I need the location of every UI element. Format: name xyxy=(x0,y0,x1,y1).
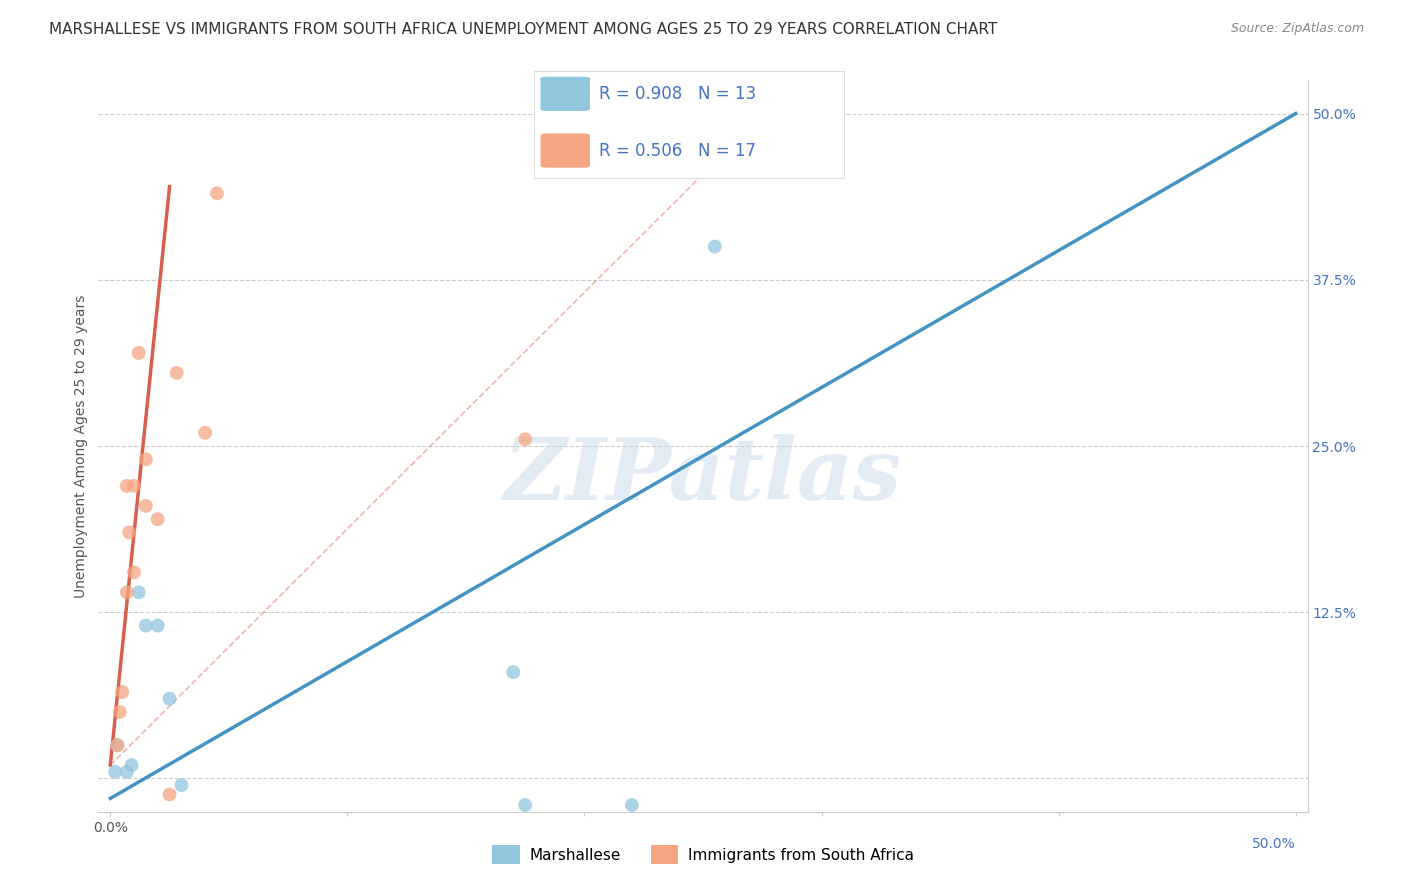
Point xyxy=(115,764,138,779)
Point xyxy=(703,239,725,253)
Text: MARSHALLESE VS IMMIGRANTS FROM SOUTH AFRICA UNEMPLOYMENT AMONG AGES 25 TO 29 YEA: MARSHALLESE VS IMMIGRANTS FROM SOUTH AFR… xyxy=(49,22,997,37)
Text: 50.0%: 50.0% xyxy=(1251,837,1296,851)
Text: R = 0.908   N = 13: R = 0.908 N = 13 xyxy=(599,85,756,103)
Point xyxy=(515,798,537,813)
Point xyxy=(122,566,145,580)
Legend: Marshallese, Immigrants from South Africa: Marshallese, Immigrants from South Afric… xyxy=(486,839,920,870)
Point xyxy=(502,665,524,679)
Point xyxy=(108,705,131,719)
Point xyxy=(121,758,143,772)
Text: ZIPatlas: ZIPatlas xyxy=(503,434,903,517)
Point xyxy=(515,433,537,447)
Point xyxy=(111,685,134,699)
Point xyxy=(170,778,193,792)
Point xyxy=(159,691,181,706)
Point xyxy=(135,618,157,632)
Point xyxy=(122,479,145,493)
Text: R = 0.506   N = 17: R = 0.506 N = 17 xyxy=(599,142,756,160)
Point xyxy=(118,525,141,540)
Point xyxy=(135,452,157,467)
Point xyxy=(135,499,157,513)
Point xyxy=(146,618,169,632)
Point xyxy=(115,479,138,493)
Point xyxy=(128,346,150,360)
Point xyxy=(115,585,138,599)
FancyBboxPatch shape xyxy=(540,134,591,168)
Y-axis label: Unemployment Among Ages 25 to 29 years: Unemployment Among Ages 25 to 29 years xyxy=(75,294,89,598)
Point xyxy=(128,585,150,599)
Point xyxy=(159,788,181,802)
FancyBboxPatch shape xyxy=(540,77,591,111)
Point xyxy=(166,366,188,380)
Point xyxy=(105,738,128,752)
Point xyxy=(105,738,128,752)
Text: Source: ZipAtlas.com: Source: ZipAtlas.com xyxy=(1230,22,1364,36)
Point xyxy=(146,512,169,526)
Point xyxy=(194,425,217,440)
Point xyxy=(205,186,228,201)
Point xyxy=(620,798,643,813)
Point xyxy=(104,764,127,779)
